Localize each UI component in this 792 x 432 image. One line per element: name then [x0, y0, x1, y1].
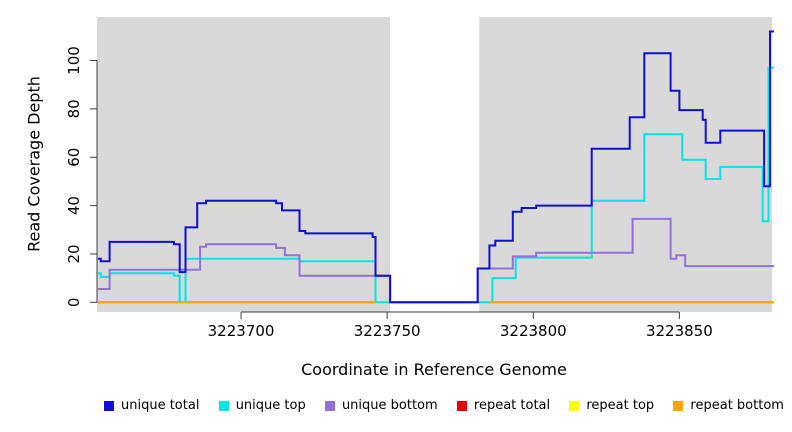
- legend-item-repeat-bottom: repeat bottom: [673, 398, 784, 413]
- legend-label: unique total: [121, 398, 200, 413]
- y-tick-label: 60: [65, 148, 83, 167]
- legend-item-unique-bottom: unique bottom: [324, 398, 438, 413]
- x-tick-label: 3223700: [208, 322, 275, 340]
- y-tick-label: 0: [65, 298, 83, 308]
- y-tick-label: 80: [65, 99, 83, 118]
- series-line-unique-total: [97, 30, 774, 304]
- legend-label: repeat total: [473, 398, 551, 413]
- y-axis-title: Read Coverage Depth: [24, 76, 44, 252]
- legend-item-repeat-total: repeat total: [456, 398, 551, 413]
- legend-label: repeat top: [586, 398, 655, 413]
- legend-swatch-unique-bottom: [324, 400, 335, 411]
- x-tick-label: 3223750: [354, 322, 421, 340]
- chart-svg: 0 20 40 60 80 100 3223700 3223750 3223800 3223850: [65, 17, 774, 340]
- legend-swatch-unique-top: [218, 400, 229, 411]
- legend-swatch-repeat-top: [569, 400, 580, 411]
- x-axis-title: Coordinate in Reference Genome: [301, 360, 567, 379]
- legend-swatch-repeat-bottom: [673, 400, 684, 411]
- y-tick-label: 40: [65, 196, 83, 215]
- legend: unique total unique top unique bottom repea…: [104, 398, 784, 413]
- x-tick-label: 3223800: [500, 322, 567, 340]
- legend-label: repeat bottom: [690, 398, 784, 413]
- x-tick-label: 3223850: [646, 322, 713, 340]
- legend-swatch-repeat-total: [456, 400, 467, 411]
- legend-label: unique top: [235, 398, 306, 413]
- legend-item-repeat-top: repeat top: [569, 398, 654, 413]
- legend-swatch-unique-total: [104, 400, 114, 411]
- y-tick-label: 100: [65, 46, 83, 75]
- legend-label: unique bottom: [341, 398, 438, 413]
- series-line-unique-top: [97, 66, 774, 304]
- y-tick-label: 20: [65, 244, 83, 263]
- legend-item-unique-total: unique total: [104, 398, 199, 413]
- no-data-region: [390, 17, 480, 312]
- legend-item-unique-top: unique top: [218, 398, 306, 413]
